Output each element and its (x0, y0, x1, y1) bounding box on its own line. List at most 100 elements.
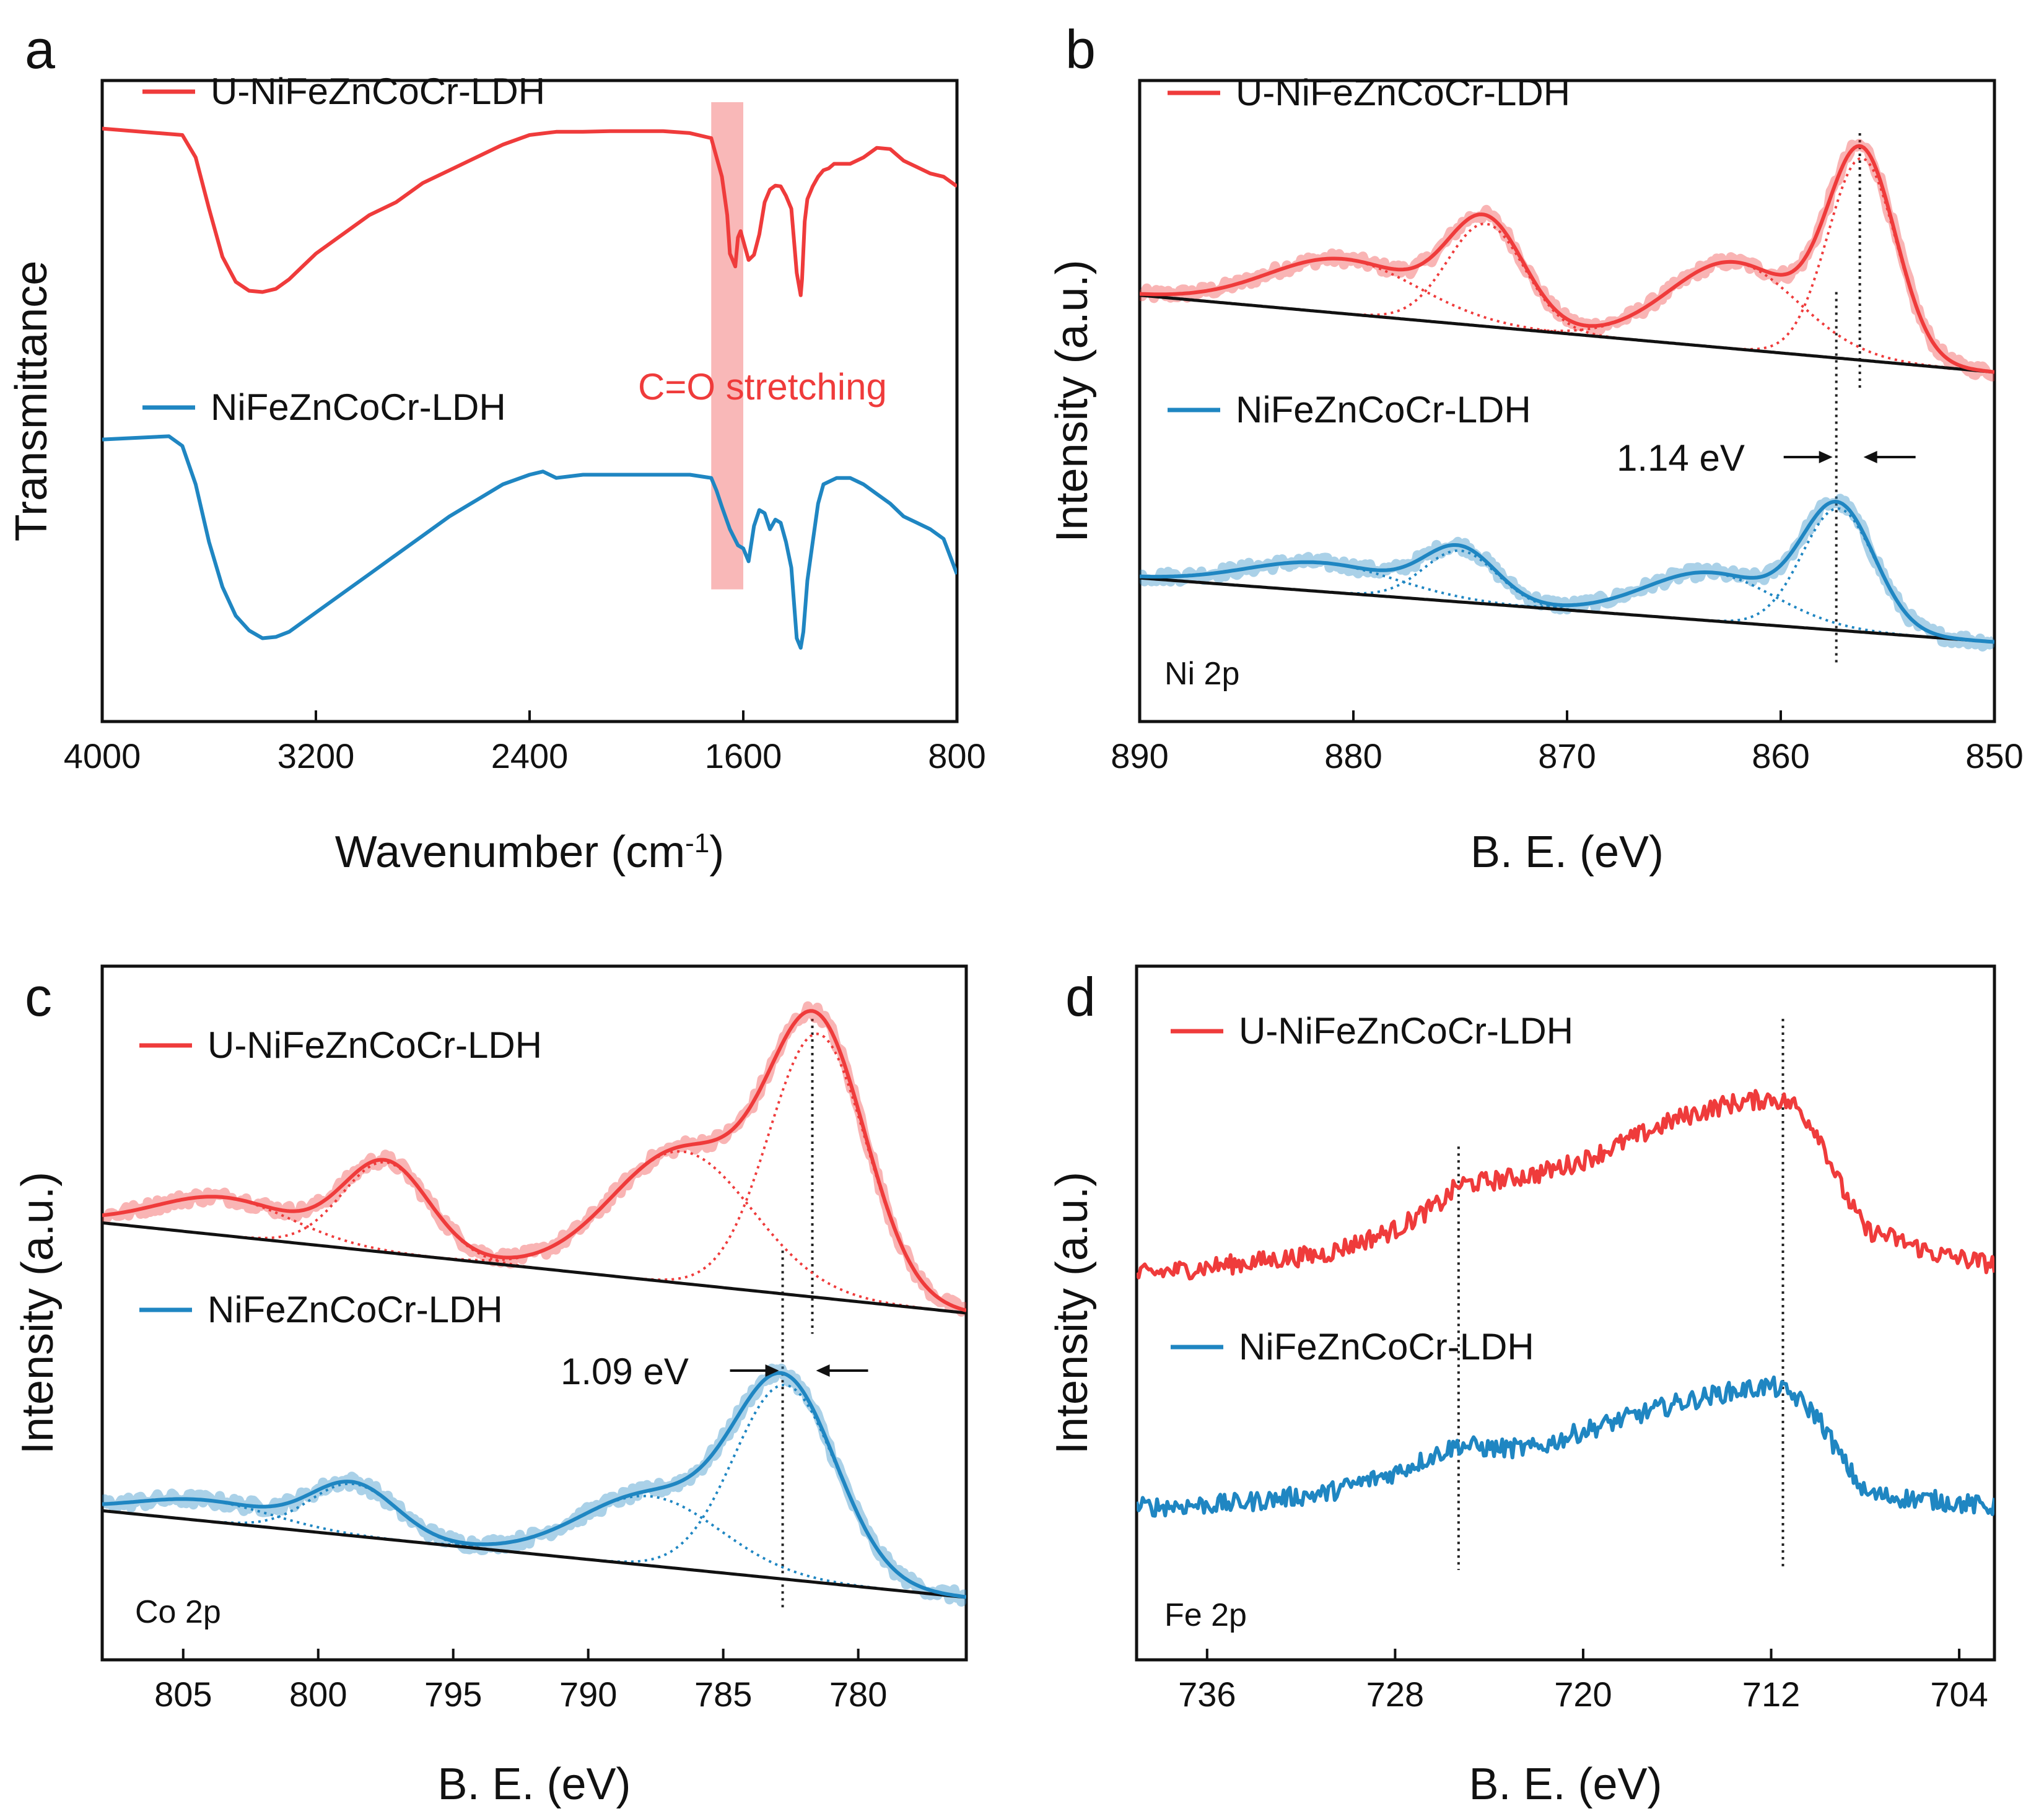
series-fit-component-1-1 (1140, 571, 1994, 643)
series-group (102, 126, 957, 650)
series-line-0 (1137, 1089, 1994, 1281)
legend-item-1: NiFeZnCoCr-LDH (139, 1289, 503, 1330)
series-fit-envelope-1 (1140, 499, 1994, 644)
legend-item-1: NiFeZnCoCr-LDH (1168, 389, 1531, 430)
arrow-left-head (1819, 451, 1833, 463)
x-axis-label-main: B. E. (eV) (1469, 1760, 1662, 1809)
y-axis-label: Intensity (a.u.) (13, 1172, 63, 1454)
series-fit-envelope-0 (102, 1009, 966, 1312)
legend-label: U-NiFeZnCoCr-LDH (211, 71, 545, 112)
x-tick-label: 2400 (491, 736, 569, 775)
x-axis-label: Wavenumber (cm-1) (335, 827, 725, 877)
legend-label: U-NiFeZnCoCr-LDH (207, 1024, 542, 1066)
arrow-left-head (765, 1364, 779, 1377)
series-background-0 (102, 1221, 966, 1315)
annotation-label: Co 2p (135, 1594, 221, 1630)
panel-d: d 736 728 720 712 704 B. E. (eV) Intensity (a.u… (1047, 964, 1996, 1809)
series-line-0 (102, 126, 957, 297)
panel-a: a 4000 3200 2400 1600 800 Wavenumber (cm-1) Tra… (7, 19, 986, 877)
legend-item-0: U-NiFeZnCoCr-LDH (1168, 72, 1570, 113)
legend-item-0: U-NiFeZnCoCr-LDH (1171, 1010, 1573, 1052)
x-tick-label: 850 (1965, 736, 2023, 775)
legend-label: U-NiFeZnCoCr-LDH (1236, 72, 1570, 113)
panel-letter: b (1065, 19, 1096, 80)
series-background-1 (1140, 576, 1994, 644)
y-axis-label: Intensity (a.u.) (1047, 260, 1097, 542)
x-tick-label: 720 (1554, 1675, 1612, 1714)
x-tick-label: 704 (1930, 1675, 1988, 1714)
x-axis-label-main: Wavenumber (cm (335, 827, 685, 877)
x-tick-label: 785 (694, 1675, 752, 1714)
x-axis-ticks: 890 880 870 860 850 (1111, 710, 2024, 775)
series-fit-component-0-0 (1140, 157, 1994, 373)
peak-shift-arrows (1783, 451, 1916, 463)
series-fit-component-0-2 (1140, 222, 1994, 373)
x-tick-label: 795 (424, 1675, 482, 1714)
peak-shift-label: 1.14 eV (1617, 437, 1745, 479)
x-axis-ticks: 736 728 720 712 704 (1178, 1649, 1988, 1714)
series-line-1 (102, 434, 957, 650)
x-tick-label: 3200 (277, 736, 355, 775)
series-fit-component-1-2 (102, 1482, 966, 1599)
x-axis-label-main: B. E. (eV) (437, 1760, 631, 1809)
legend-item-1: NiFeZnCoCr-LDH (142, 386, 506, 428)
series-fit-component-1-3 (102, 1498, 966, 1599)
series-fit-component-0-1 (1140, 261, 1994, 373)
series-raw-data-1 (1140, 494, 1994, 652)
arrow-right-head (1863, 451, 1877, 463)
plot-frame (1135, 964, 1996, 1662)
legend-label: NiFeZnCoCr-LDH (207, 1289, 503, 1330)
x-tick-label: 860 (1752, 736, 1809, 775)
panel-b: b 890 880 870 860 850 B. E. (eV) Intensity (a.u… (1047, 19, 2024, 877)
legend-item-1: NiFeZnCoCr-LDH (1171, 1326, 1534, 1368)
x-tick-label: 870 (1538, 736, 1596, 775)
band-highlight (711, 102, 743, 590)
series-fit-envelope-0 (1140, 144, 1994, 374)
annotation-label: Ni 2p (1164, 656, 1239, 692)
peak-shift-label: 1.09 eV (561, 1351, 689, 1392)
series-group (1137, 1089, 1994, 1518)
x-tick-label: 712 (1742, 1675, 1800, 1714)
series-raw-data-0 (1140, 139, 1994, 382)
series-group (1140, 139, 1994, 652)
x-axis-label: B. E. (eV) (437, 1760, 631, 1809)
x-axis-ticks: 4000 3200 2400 1600 800 (64, 710, 986, 775)
y-axis-label: Transmittance (7, 261, 56, 541)
x-axis-label: B. E. (eV) (1469, 1760, 1662, 1809)
panel-letter: c (25, 966, 52, 1027)
series-fit-component-1-0 (102, 1384, 966, 1599)
x-tick-label: 780 (829, 1675, 887, 1714)
legend-item-0: U-NiFeZnCoCr-LDH (142, 71, 545, 112)
annotation-label: Fe 2p (1164, 1597, 1247, 1633)
x-tick-label: 800 (928, 736, 985, 775)
x-axis-label-close: ) (709, 827, 724, 877)
x-tick-label: 728 (1366, 1675, 1424, 1714)
x-tick-label: 805 (154, 1675, 212, 1714)
arrow-right-head (816, 1364, 830, 1377)
legend-item-0: U-NiFeZnCoCr-LDH (139, 1024, 542, 1066)
x-tick-label: 790 (559, 1675, 617, 1714)
series-line-1 (1137, 1375, 1994, 1518)
x-axis-ticks: 805 800 795 790 785 780 (154, 1649, 887, 1714)
panel-letter: d (1065, 966, 1096, 1027)
panel-letter: a (25, 19, 55, 80)
x-tick-label: 880 (1324, 736, 1382, 775)
x-tick-label: 890 (1111, 736, 1168, 775)
series-background-0 (1140, 294, 1994, 374)
y-axis-label: Intensity (a.u.) (1047, 1172, 1097, 1454)
x-axis-label-sup: -1 (685, 828, 709, 858)
series-fit-envelope-1 (102, 1371, 966, 1599)
annotation-label: C=O stretching (638, 366, 887, 408)
legend-label: NiFeZnCoCr-LDH (1239, 1326, 1534, 1368)
x-tick-label: 4000 (64, 736, 141, 775)
legend-label: NiFeZnCoCr-LDH (211, 386, 506, 428)
panel-c: c 805 800 795 790 785 780 B. E. (eV) Intensity (… (13, 964, 968, 1809)
x-tick-label: 800 (289, 1675, 347, 1714)
legend-label: U-NiFeZnCoCr-LDH (1239, 1010, 1573, 1052)
series-group (102, 1001, 966, 1607)
series-background-1 (102, 1509, 966, 1599)
series-raw-data-1 (102, 1363, 966, 1607)
x-axis-label: B. E. (eV) (1470, 827, 1664, 877)
peak-shift-arrows (730, 1364, 868, 1377)
